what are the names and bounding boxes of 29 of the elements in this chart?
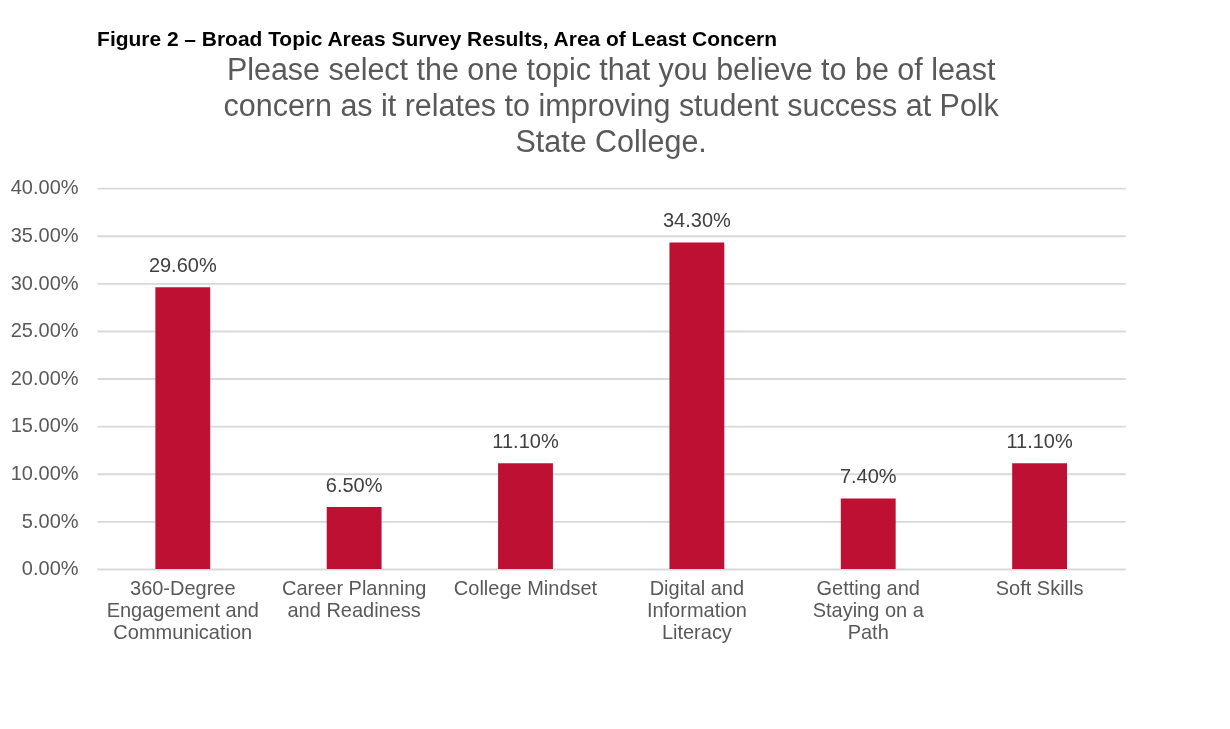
y-tick-label: 30.00% [10, 271, 79, 294]
y-tick-label: 40.00% [10, 176, 79, 199]
data-label: 34.30% [662, 209, 731, 232]
bar [669, 242, 725, 569]
bar [840, 498, 896, 569]
x-tick-label: Career Planning and Readiness [281, 577, 427, 622]
y-tick-label: 5.00% [21, 509, 79, 532]
chart-title: Please select the one topic that you believe to be of least concern as it relates to improving student success at Polk State College. [223, 51, 1000, 159]
x-tick-label: College Mindset [453, 577, 598, 600]
x-tick-label: 360-Degree Engagement and Communication [106, 577, 259, 643]
bar [498, 463, 553, 569]
data-label: 6.50% [325, 473, 383, 496]
caption: Figure 2 – Broad Topic Areas Survey Results, Area of Least Concern [97, 27, 778, 51]
y-tick-label: 0.00% [21, 557, 79, 580]
data-label: 7.40% [839, 465, 897, 488]
bar [1012, 463, 1068, 569]
x-tick-label: Soft Skills [995, 577, 1084, 600]
data-label: 11.10% [492, 430, 559, 453]
data-label: 11.10% [1006, 430, 1073, 453]
bar [155, 287, 211, 569]
data-label: 29.60% [148, 253, 217, 276]
y-tick-label: 10.00% [10, 461, 79, 484]
x-tick-label: Getting and Staying on a Path [812, 577, 925, 643]
y-tick-label: 20.00% [10, 366, 79, 389]
x-tick-label: Digital and Information Literacy [646, 577, 747, 643]
bar [326, 507, 382, 569]
y-tick-label: 15.00% [10, 414, 79, 437]
y-tick-label: 25.00% [10, 319, 79, 342]
y-tick-label: 35.00% [10, 223, 79, 246]
